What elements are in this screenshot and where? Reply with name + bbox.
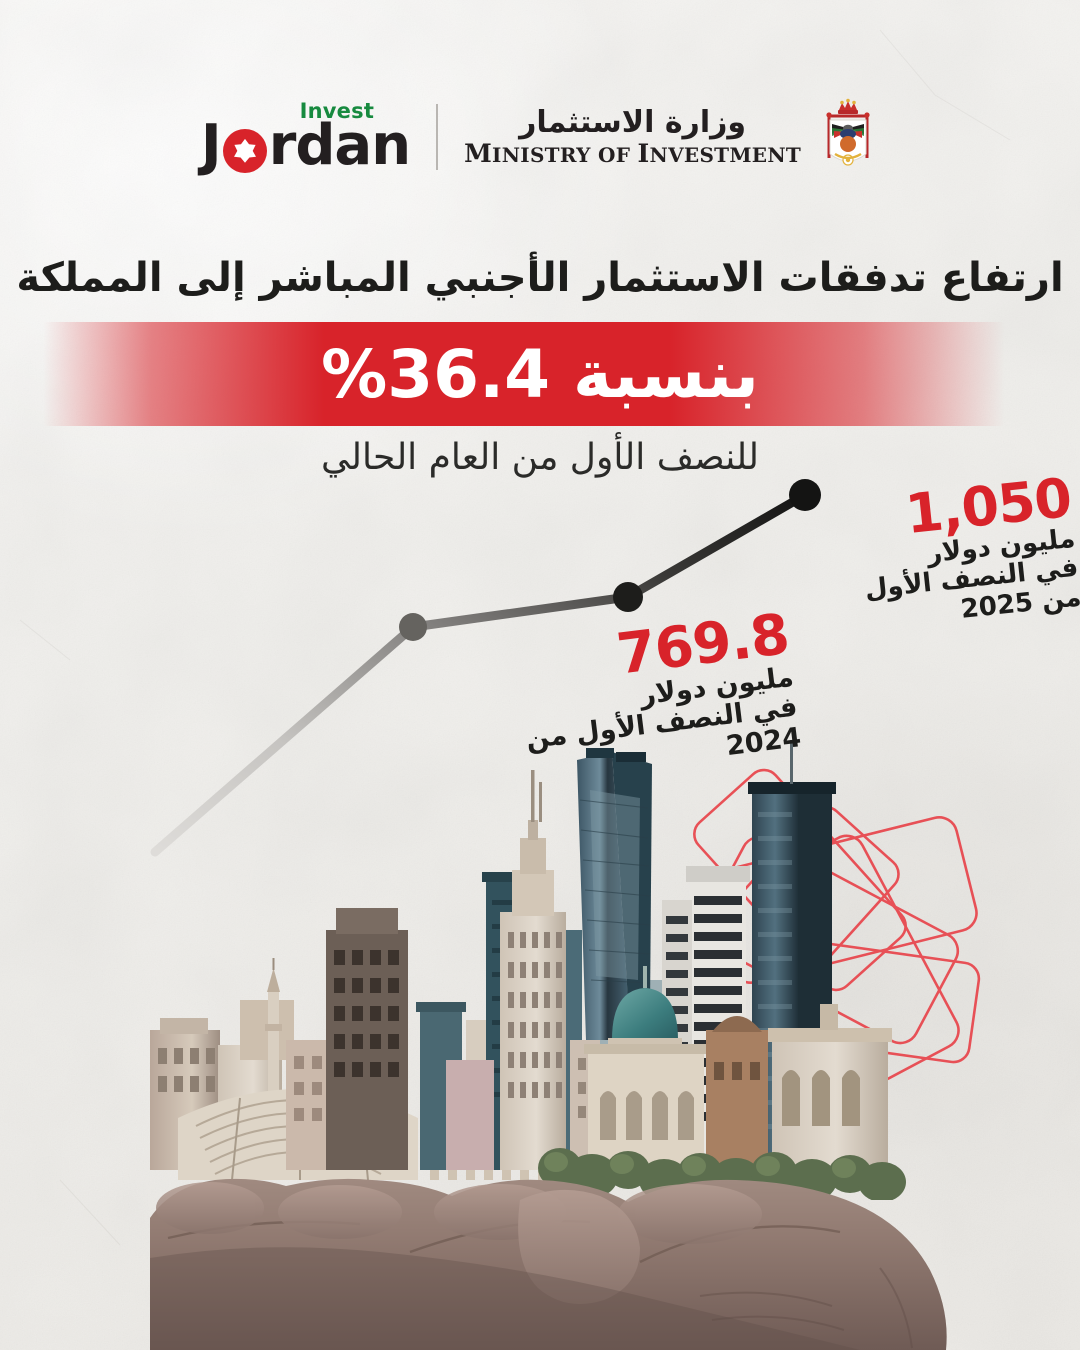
jordan-wordmark: J rdan <box>200 112 411 178</box>
deco-skyscraper <box>500 770 566 1170</box>
moi-cap-m: M <box>464 139 493 168</box>
invest-word: Invest <box>299 98 375 123</box>
growth-banner: بنسبة 36.4% <box>0 322 1080 426</box>
moi-text-1: INISTRY OF <box>492 143 638 167</box>
jordan-word-suffix: rdan <box>268 112 411 178</box>
heritage-dome-building <box>706 1016 768 1170</box>
moi-text-2: NVESTMENT <box>649 143 802 167</box>
logo-divider <box>436 104 439 170</box>
jordan-word-prefix: J <box>200 112 222 178</box>
open-hand <box>150 1178 947 1350</box>
trees-highlight <box>544 1152 856 1178</box>
moi-cap-i: I <box>637 139 650 168</box>
headline-subline: للنصف الأول من العام الحالي <box>321 437 759 478</box>
seven-pointed-star-icon <box>222 128 267 173</box>
classical-stone-building <box>768 1004 892 1170</box>
jordan-coat-of-arms-icon <box>826 98 870 166</box>
mosque <box>584 966 708 1170</box>
invest-jordan-logo: Invest J rdan <box>200 98 411 178</box>
ministry-name-arabic: وزارة الاستثمار <box>519 105 747 140</box>
headline-primary: ارتفاع تدفقات الاستثمار الأجنبي المباشر … <box>16 255 1064 301</box>
skyline-buildings <box>150 740 906 1200</box>
ministry-name-english: MINISTRY OF INVESTMENT <box>464 141 801 166</box>
callout-2025: 1,050 مليون دولار في النصف الأول من 2025 <box>829 466 1080 637</box>
brand-header: Invest J rdan وزارة الاستثمار MINISTRY O… <box>0 98 1080 176</box>
growth-percentage: بنسبة 36.4% <box>321 335 760 413</box>
ministry-of-investment-logo: وزارة الاستثمار MINISTRY OF INVESTMENT <box>464 105 801 167</box>
